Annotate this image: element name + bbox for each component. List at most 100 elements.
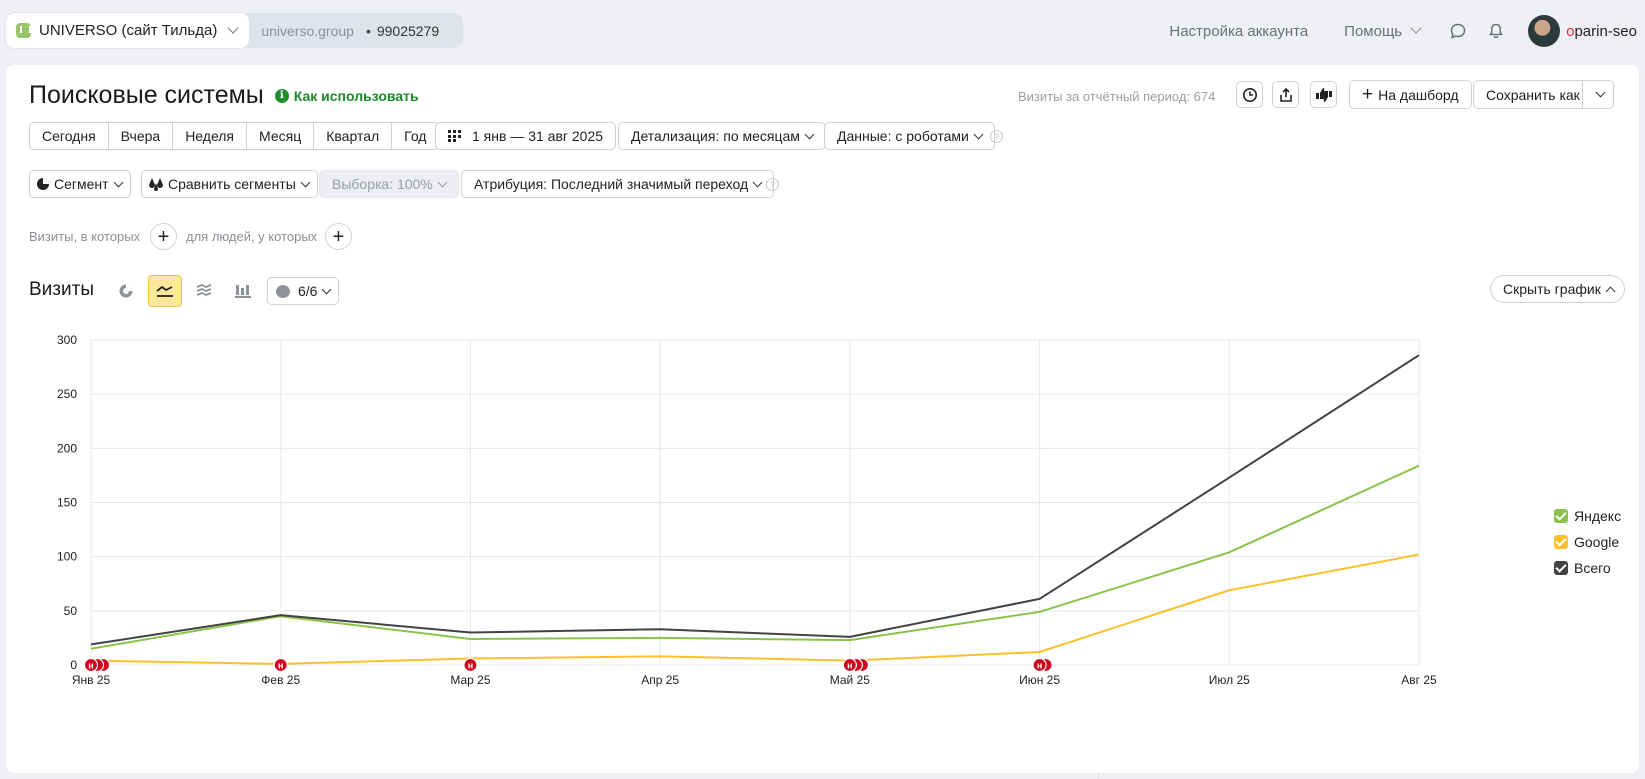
export-button[interactable] — [1272, 81, 1299, 108]
help-icon[interactable]: ? — [766, 178, 779, 191]
period-quarter[interactable]: Квартал — [314, 123, 393, 149]
area-chart-icon — [196, 284, 212, 296]
people-where-label: для людей, у которых — [186, 229, 318, 244]
counter-name: UNIVERSO (сайт Тильда) — [39, 22, 218, 39]
x-tick-label: Мар 25 — [450, 673, 490, 687]
legend-label: Яндекс — [1574, 508, 1622, 524]
x-tick-label: Май 25 — [830, 673, 871, 687]
legend-checkbox[interactable] — [1554, 509, 1568, 523]
bell-icon[interactable] — [1486, 21, 1506, 41]
chart-type-area[interactable] — [187, 275, 221, 307]
visits-period-total: Визиты за отчётный период: 674 — [1018, 89, 1216, 104]
period-yesterday[interactable]: Вчера — [109, 123, 174, 149]
chevron-down-icon — [973, 129, 984, 139]
counter-id: 99025279 — [376, 22, 440, 39]
data-dropdown[interactable]: Данные: с роботами — [824, 122, 995, 150]
sample-dropdown[interactable]: Выборка: 100% — [319, 170, 459, 198]
segment-dropdown[interactable]: Сегмент — [29, 170, 131, 198]
x-tick-label: Июл 25 — [1209, 673, 1250, 687]
to-dashboard-button[interactable]: + На дашборд — [1349, 80, 1472, 109]
y-tick-label: 250 — [57, 387, 77, 401]
annotation-label: н — [1037, 661, 1042, 671]
counter-selector[interactable]: UNIVERSO (сайт Тильда) universo.group • … — [6, 13, 464, 48]
x-tick-label: Апр 25 — [641, 673, 679, 687]
scroll-divider — [1098, 773, 1099, 779]
attribution-label: Атрибуция: Последний значимый переход — [474, 176, 749, 192]
legend-checkbox[interactable] — [1554, 561, 1568, 575]
legend-label: Всего — [1574, 560, 1611, 576]
clock-icon — [1242, 87, 1257, 102]
data-label: Данные: с роботами — [837, 128, 969, 144]
series-line-1 — [90, 553, 1420, 665]
counter-name-button[interactable]: UNIVERSO (сайт Тильда) — [6, 13, 250, 48]
y-tick-label: 150 — [57, 496, 77, 510]
period-year[interactable]: Год — [404, 128, 427, 144]
annotation-label: н — [278, 661, 283, 671]
history-button[interactable] — [1236, 81, 1263, 108]
date-range-button[interactable]: 1 янв — 31 авг 2025 — [435, 122, 617, 150]
y-tick-label: 50 — [64, 604, 78, 618]
top-nav: Настройка аккаунта Помощь oparin-seo — [1169, 14, 1645, 48]
series-line-0 — [90, 464, 1420, 650]
annotation-label: н — [847, 661, 852, 671]
counter-separator: • — [365, 22, 371, 39]
page-title: Поисковые системы — [29, 81, 264, 109]
annotation-marker — [1032, 657, 1047, 673]
y-tick-label: 300 — [57, 333, 77, 347]
chart-type-pie[interactable] — [109, 275, 143, 307]
feedback-button[interactable] — [1310, 81, 1337, 108]
chevron-down-icon — [322, 284, 332, 294]
tilda-logo-icon — [16, 23, 31, 38]
chevron-down-icon — [1595, 87, 1606, 98]
period-month[interactable]: Месяц — [247, 123, 315, 149]
legend-item-google[interactable]: Google — [1554, 529, 1621, 555]
legend-item-yandex[interactable]: Яндекс — [1554, 503, 1621, 529]
compare-icon — [149, 178, 163, 191]
chevron-down-icon — [227, 21, 239, 34]
calendar-icon — [448, 130, 461, 142]
series-selector[interactable]: 6/6 — [267, 277, 340, 305]
save-as-button[interactable]: Сохранить как — [1473, 80, 1583, 109]
period-week[interactable]: Неделя — [173, 123, 248, 149]
x-tick-label: Авг 25 — [1401, 673, 1437, 687]
export-icon — [1279, 87, 1292, 102]
legend-checkbox[interactable] — [1554, 535, 1568, 549]
attribution-dropdown[interactable]: Атрибуция: Последний значимый переход — [461, 170, 775, 198]
help-icon[interactable]: ? — [990, 130, 1003, 143]
info-icon: i — [274, 88, 289, 103]
avatar[interactable] — [1528, 15, 1561, 47]
add-visit-condition-button[interactable]: + — [150, 223, 177, 250]
chevron-down-icon — [300, 177, 311, 187]
chart-type-bar[interactable] — [226, 275, 260, 307]
y-tick-label: 100 — [57, 550, 77, 564]
add-people-condition-button[interactable]: + — [325, 223, 352, 250]
compare-label: Сравнить сегменты — [168, 176, 296, 192]
save-as-dropdown[interactable] — [1582, 80, 1614, 109]
howto-link[interactable]: i Как использовать — [274, 88, 419, 104]
sample-label: Выборка: 100% — [332, 176, 433, 192]
report-card: Поисковые системы i Как использовать Виз… — [6, 65, 1639, 773]
help-label: Помощь — [1344, 22, 1403, 40]
compare-segments-dropdown[interactable]: Сравнить сегменты — [141, 170, 318, 198]
visits-where-label: Визиты, в которых — [29, 229, 141, 244]
comment-icon — [276, 284, 290, 298]
chart-type-line[interactable] — [148, 275, 182, 307]
detail-dropdown[interactable]: Детализация: по месяцам — [618, 122, 826, 150]
hide-chart-button[interactable]: Скрыть график — [1490, 275, 1625, 303]
chevron-up-icon — [1605, 286, 1616, 296]
y-tick-label: 200 — [57, 441, 77, 455]
date-range-label: 1 янв — 31 авг 2025 — [472, 128, 604, 144]
chat-icon[interactable] — [1448, 21, 1468, 41]
username-first-letter: o — [1566, 22, 1575, 40]
help-menu[interactable]: Помощь — [1344, 22, 1422, 40]
legend-item-total[interactable]: Всего — [1554, 555, 1621, 581]
username[interactable]: oparin-seo — [1566, 23, 1637, 40]
chevron-down-icon — [113, 177, 124, 187]
chevron-down-icon — [804, 129, 815, 139]
account-settings-link[interactable]: Настройка аккаунта — [1169, 22, 1309, 40]
period-today[interactable]: Сегодня — [30, 123, 109, 149]
x-tick-label: Янв 25 — [72, 673, 111, 687]
annotation-label: н — [88, 661, 93, 671]
top-bar: UNIVERSO (сайт Тильда) universo.group • … — [0, 0, 1645, 62]
annotation-marker — [273, 657, 288, 673]
